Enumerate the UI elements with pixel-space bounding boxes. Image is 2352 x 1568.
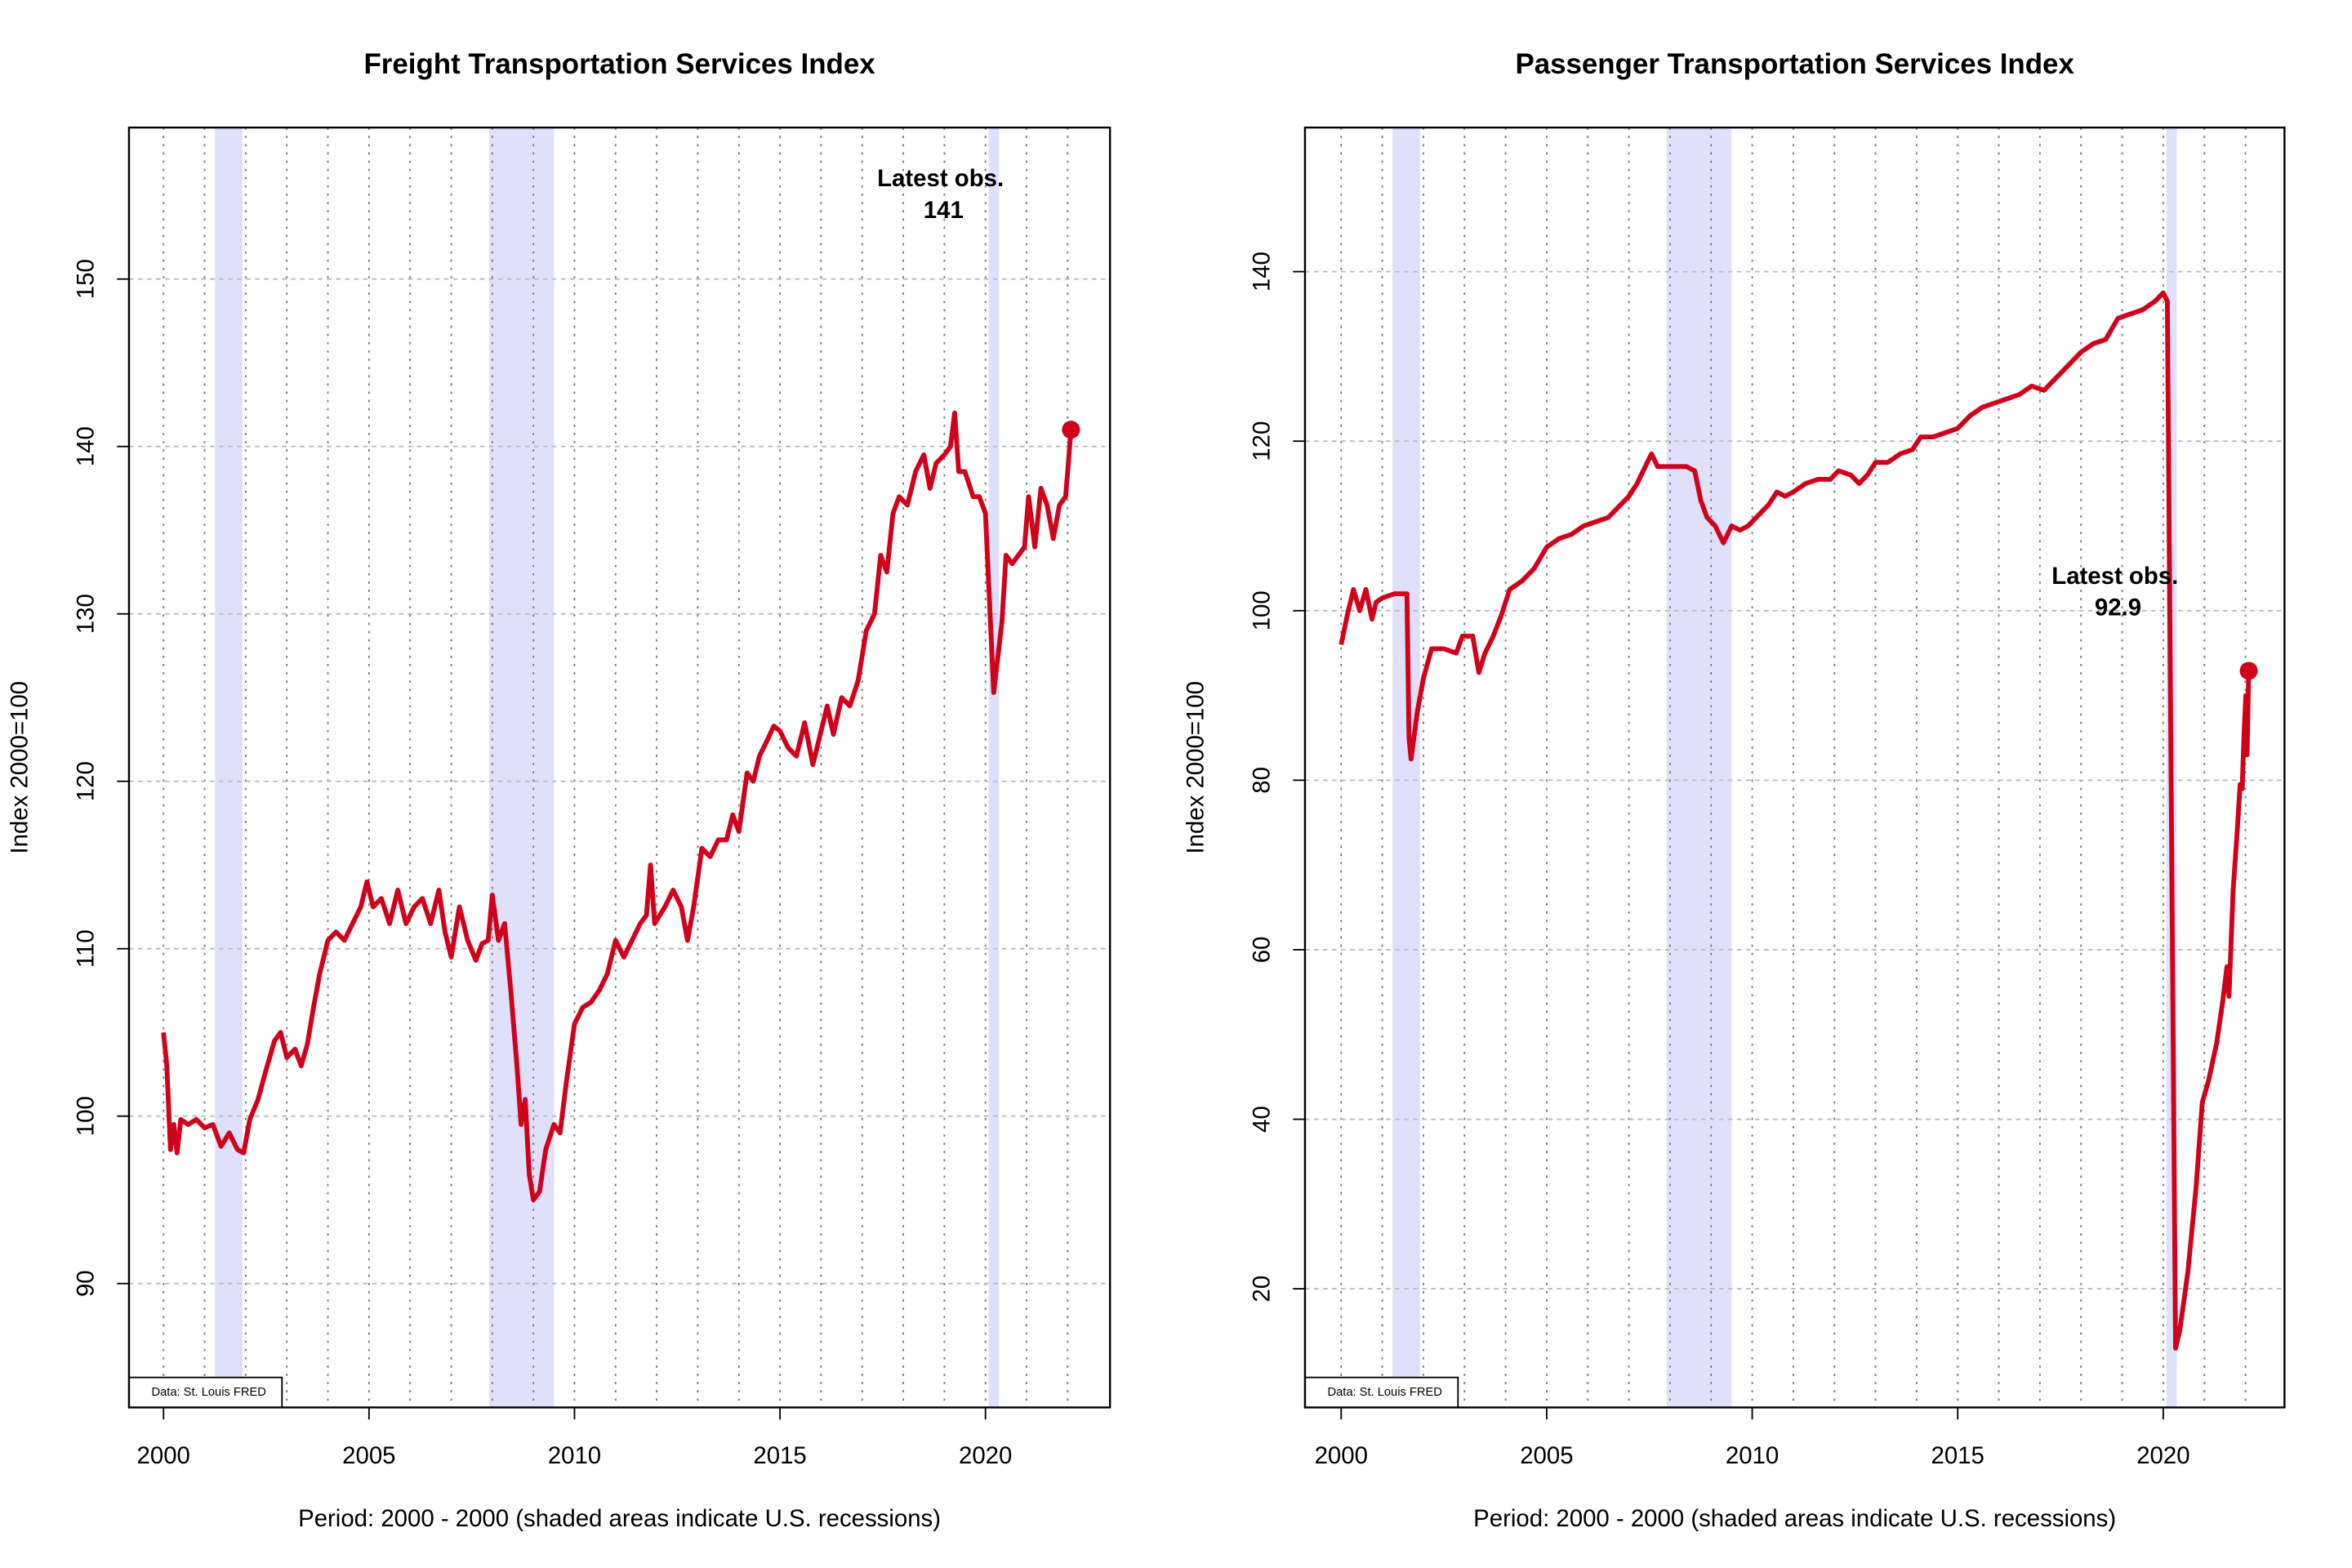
y-tick-label: 130 bbox=[72, 594, 99, 634]
chart-title: Passenger Transportation Services Index bbox=[1515, 48, 2074, 80]
y-tick-label: 120 bbox=[72, 761, 99, 801]
recession-band bbox=[215, 127, 243, 1408]
y-tick-label: 120 bbox=[1248, 421, 1275, 461]
chart-title: Freight Transportation Services Index bbox=[363, 48, 875, 80]
data-line bbox=[1339, 290, 2252, 1351]
y-tick-label: 110 bbox=[72, 929, 99, 968]
y-axis-label: Index 2000=100 bbox=[1182, 681, 1209, 854]
recession-band bbox=[1666, 127, 1732, 1408]
recession-band bbox=[488, 127, 555, 1408]
y-tick-label: 100 bbox=[1248, 590, 1275, 630]
y-tick-label: 90 bbox=[72, 1270, 99, 1297]
source-note: Data: St. Louis FRED bbox=[1328, 1386, 1442, 1399]
y-tick-label: 140 bbox=[1248, 252, 1275, 292]
x-tick-label: 2005 bbox=[342, 1442, 395, 1469]
source-note: Data: St. Louis FRED bbox=[152, 1386, 266, 1399]
annotation-label: Latest obs. bbox=[2051, 563, 2178, 590]
y-tick-label: 80 bbox=[1248, 767, 1275, 794]
y-tick-label: 40 bbox=[1248, 1106, 1275, 1133]
x-tick-label: 2010 bbox=[548, 1442, 601, 1469]
latest-point bbox=[2239, 662, 2258, 680]
x-tick-label: 2020 bbox=[2136, 1442, 2189, 1469]
x-tick-label: 2000 bbox=[1315, 1442, 1368, 1469]
source-box bbox=[1304, 1376, 1459, 1409]
y-tick-label: 150 bbox=[72, 259, 99, 299]
y-axis-label: Index 2000=100 bbox=[6, 681, 33, 854]
annotation-value: 92.9 bbox=[2095, 595, 2141, 621]
annotation-value: 141 bbox=[924, 197, 964, 224]
data-line bbox=[161, 410, 1074, 1203]
x-axis-label: Period: 2000 - 2000 (shaded areas indica… bbox=[1473, 1505, 2116, 1532]
recession-band bbox=[988, 127, 1000, 1408]
y-tick-label: 100 bbox=[72, 1096, 99, 1136]
latest-point bbox=[1062, 421, 1080, 439]
recession-band bbox=[1392, 127, 1420, 1408]
x-tick-label: 2005 bbox=[1520, 1442, 1573, 1469]
y-tick-label: 140 bbox=[72, 426, 99, 466]
x-tick-label: 2010 bbox=[1726, 1442, 1779, 1469]
x-tick-label: 2020 bbox=[959, 1442, 1012, 1469]
source-box bbox=[128, 1376, 283, 1409]
y-tick-label: 20 bbox=[1248, 1276, 1275, 1303]
x-tick-label: 2000 bbox=[137, 1442, 190, 1469]
plot-frame bbox=[127, 126, 1111, 1409]
x-axis-label: Period: 2000 - 2000 (shaded areas indica… bbox=[298, 1505, 941, 1532]
annotation-label: Latest obs. bbox=[877, 165, 1004, 192]
x-tick-label: 2015 bbox=[1931, 1442, 1984, 1469]
x-tick-label: 2015 bbox=[753, 1442, 806, 1469]
plot-frame bbox=[1303, 126, 2286, 1409]
y-tick-label: 60 bbox=[1248, 937, 1275, 964]
